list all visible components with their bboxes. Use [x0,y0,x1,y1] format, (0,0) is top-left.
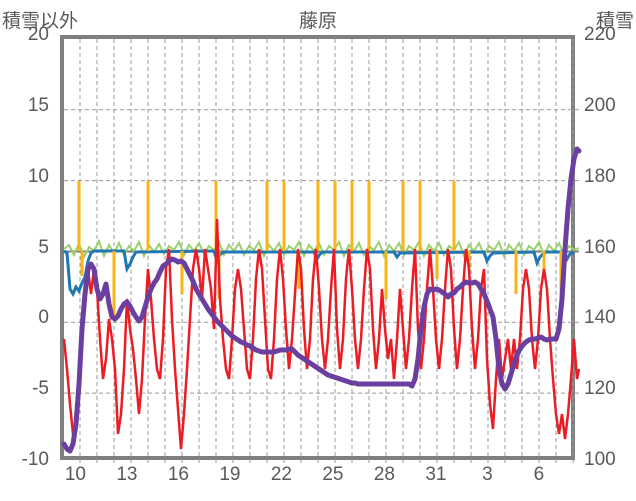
x-axis-tick-7: 31 [425,464,446,486]
left-axis-tick-5: -5 [32,378,49,400]
right-axis-tick-6: 100 [584,449,616,471]
left-axis-tick-2: 10 [28,166,49,188]
right-axis-labels: 220 200 180 160 140 120 100 [578,35,636,460]
left-axis-tick-3: 5 [38,237,49,259]
x-axis-tick-6: 28 [374,464,395,486]
left-axis-labels: 20 15 10 5 0 -5 -10 [0,35,55,460]
left-axis-tick-4: 0 [38,307,49,329]
chart-svg [64,39,579,464]
left-axis-tick-6: -10 [22,449,49,471]
x-axis-labels: 10 13 16 19 22 25 28 31 3 6 [60,462,575,492]
purple-series-line [64,149,579,451]
right-axis-tick-0: 220 [584,24,616,46]
plot-area [60,35,575,460]
x-axis-tick-5: 25 [322,464,343,486]
right-axis-tick-3: 160 [584,237,616,259]
x-axis-tick-0: 10 [65,464,86,486]
x-axis-tick-2: 16 [168,464,189,486]
x-axis-tick-1: 13 [116,464,137,486]
right-axis-tick-1: 200 [584,95,616,117]
chart-container: 藤原 積雪以外 積雪 20 15 10 5 0 -5 -10 220 200 1… [0,0,636,501]
left-axis-tick-0: 20 [28,24,49,46]
left-axis-tick-1: 15 [28,95,49,117]
x-axis-tick-4: 22 [271,464,292,486]
x-axis-tick-8: 3 [482,464,493,486]
right-axis-tick-5: 120 [584,378,616,400]
chart-title: 藤原 [0,6,636,33]
right-axis-tick-2: 180 [584,166,616,188]
x-axis-tick-3: 19 [219,464,240,486]
right-axis-tick-4: 140 [584,307,616,329]
x-axis-tick-9: 6 [534,464,545,486]
